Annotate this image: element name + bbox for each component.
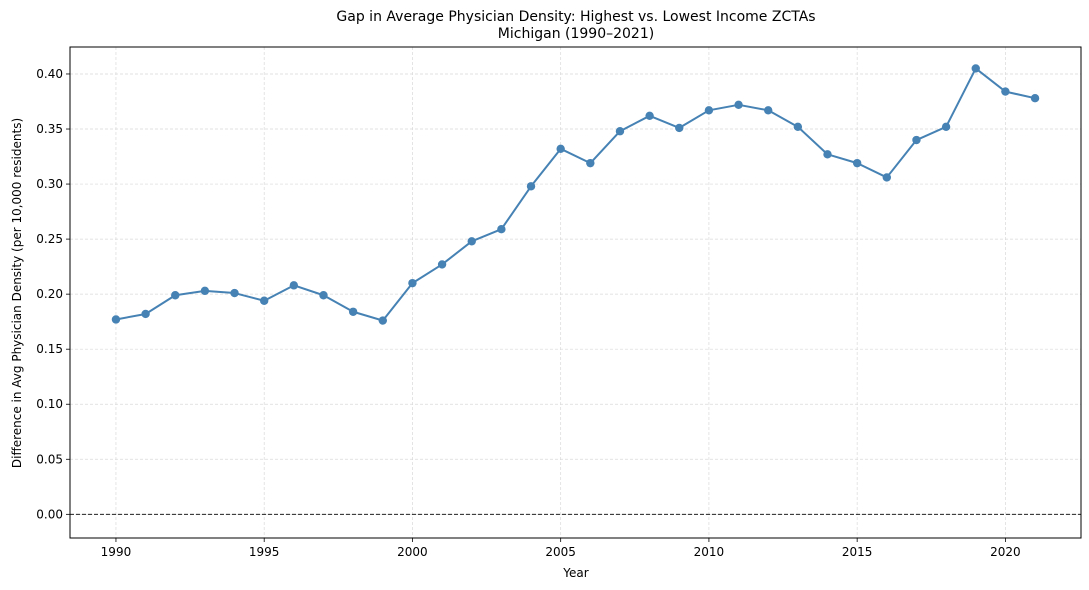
data-point (1030, 93, 1040, 103)
y-tick-label: 0.25 (36, 232, 63, 246)
x-tick-label: 2020 (990, 545, 1021, 559)
data-point (111, 315, 121, 324)
data-point (171, 291, 180, 300)
chart-subtitle: Michigan (1990–2021) (498, 26, 654, 42)
x-axis-ticks: 1990 1995 2000 2005 2010 2015 2020 (101, 538, 1021, 559)
data-point (437, 260, 447, 269)
y-axis-ticks: 0.00 0.05 0.10 0.15 0.20 0.25 0.30 0.35 0.40 (36, 67, 70, 521)
data-point (1001, 87, 1010, 96)
data-point (497, 224, 506, 234)
data-point (230, 288, 239, 298)
data-point (319, 291, 328, 300)
data-point (882, 173, 892, 182)
x-tick-label: 2010 (694, 545, 725, 559)
x-tick-label: 1990 (101, 545, 132, 559)
y-tick-label: 0.20 (36, 287, 63, 301)
y-tick-label: 0.05 (36, 452, 63, 466)
data-point (526, 182, 536, 191)
data-point (467, 237, 476, 246)
y-tick-label: 0.10 (36, 397, 63, 411)
plot-frame (69, 46, 1082, 539)
series-line (115, 67, 1036, 322)
data-point (408, 278, 417, 288)
x-axis-title: Year (562, 566, 588, 580)
data-point (586, 158, 595, 168)
series-group (111, 64, 1040, 325)
x-tick-label: 2015 (842, 545, 873, 559)
data-point (348, 307, 358, 316)
chart-title: Gap in Average Physician Density: Highes… (336, 9, 815, 25)
data-point (971, 64, 980, 73)
data-point (141, 309, 150, 319)
data-point (852, 158, 862, 168)
data-point (793, 122, 803, 132)
data-point (200, 286, 210, 296)
data-point (615, 127, 625, 136)
data-point (289, 281, 299, 290)
x-tick-label: 2005 (545, 545, 576, 559)
y-tick-label: 0.40 (36, 67, 63, 81)
data-point (645, 111, 654, 121)
data-point (675, 123, 684, 133)
data-point (259, 296, 269, 305)
y-tick-label: 0.15 (36, 342, 63, 356)
data-point (941, 122, 951, 132)
data-point (912, 135, 921, 145)
data-point (823, 150, 832, 159)
data-point (704, 106, 714, 115)
y-tick-label: 0.30 (36, 177, 63, 191)
data-point (734, 100, 743, 109)
y-axis-title: Difference in Avg Physician Density (per… (10, 118, 24, 468)
x-tick-label: 2000 (397, 545, 428, 559)
y-tick-label: 0.00 (36, 507, 63, 521)
data-point (556, 144, 565, 154)
y-tick-label: 0.35 (36, 122, 63, 136)
x-tick-label: 1995 (249, 545, 280, 559)
data-point (378, 316, 387, 325)
data-point (764, 106, 773, 115)
